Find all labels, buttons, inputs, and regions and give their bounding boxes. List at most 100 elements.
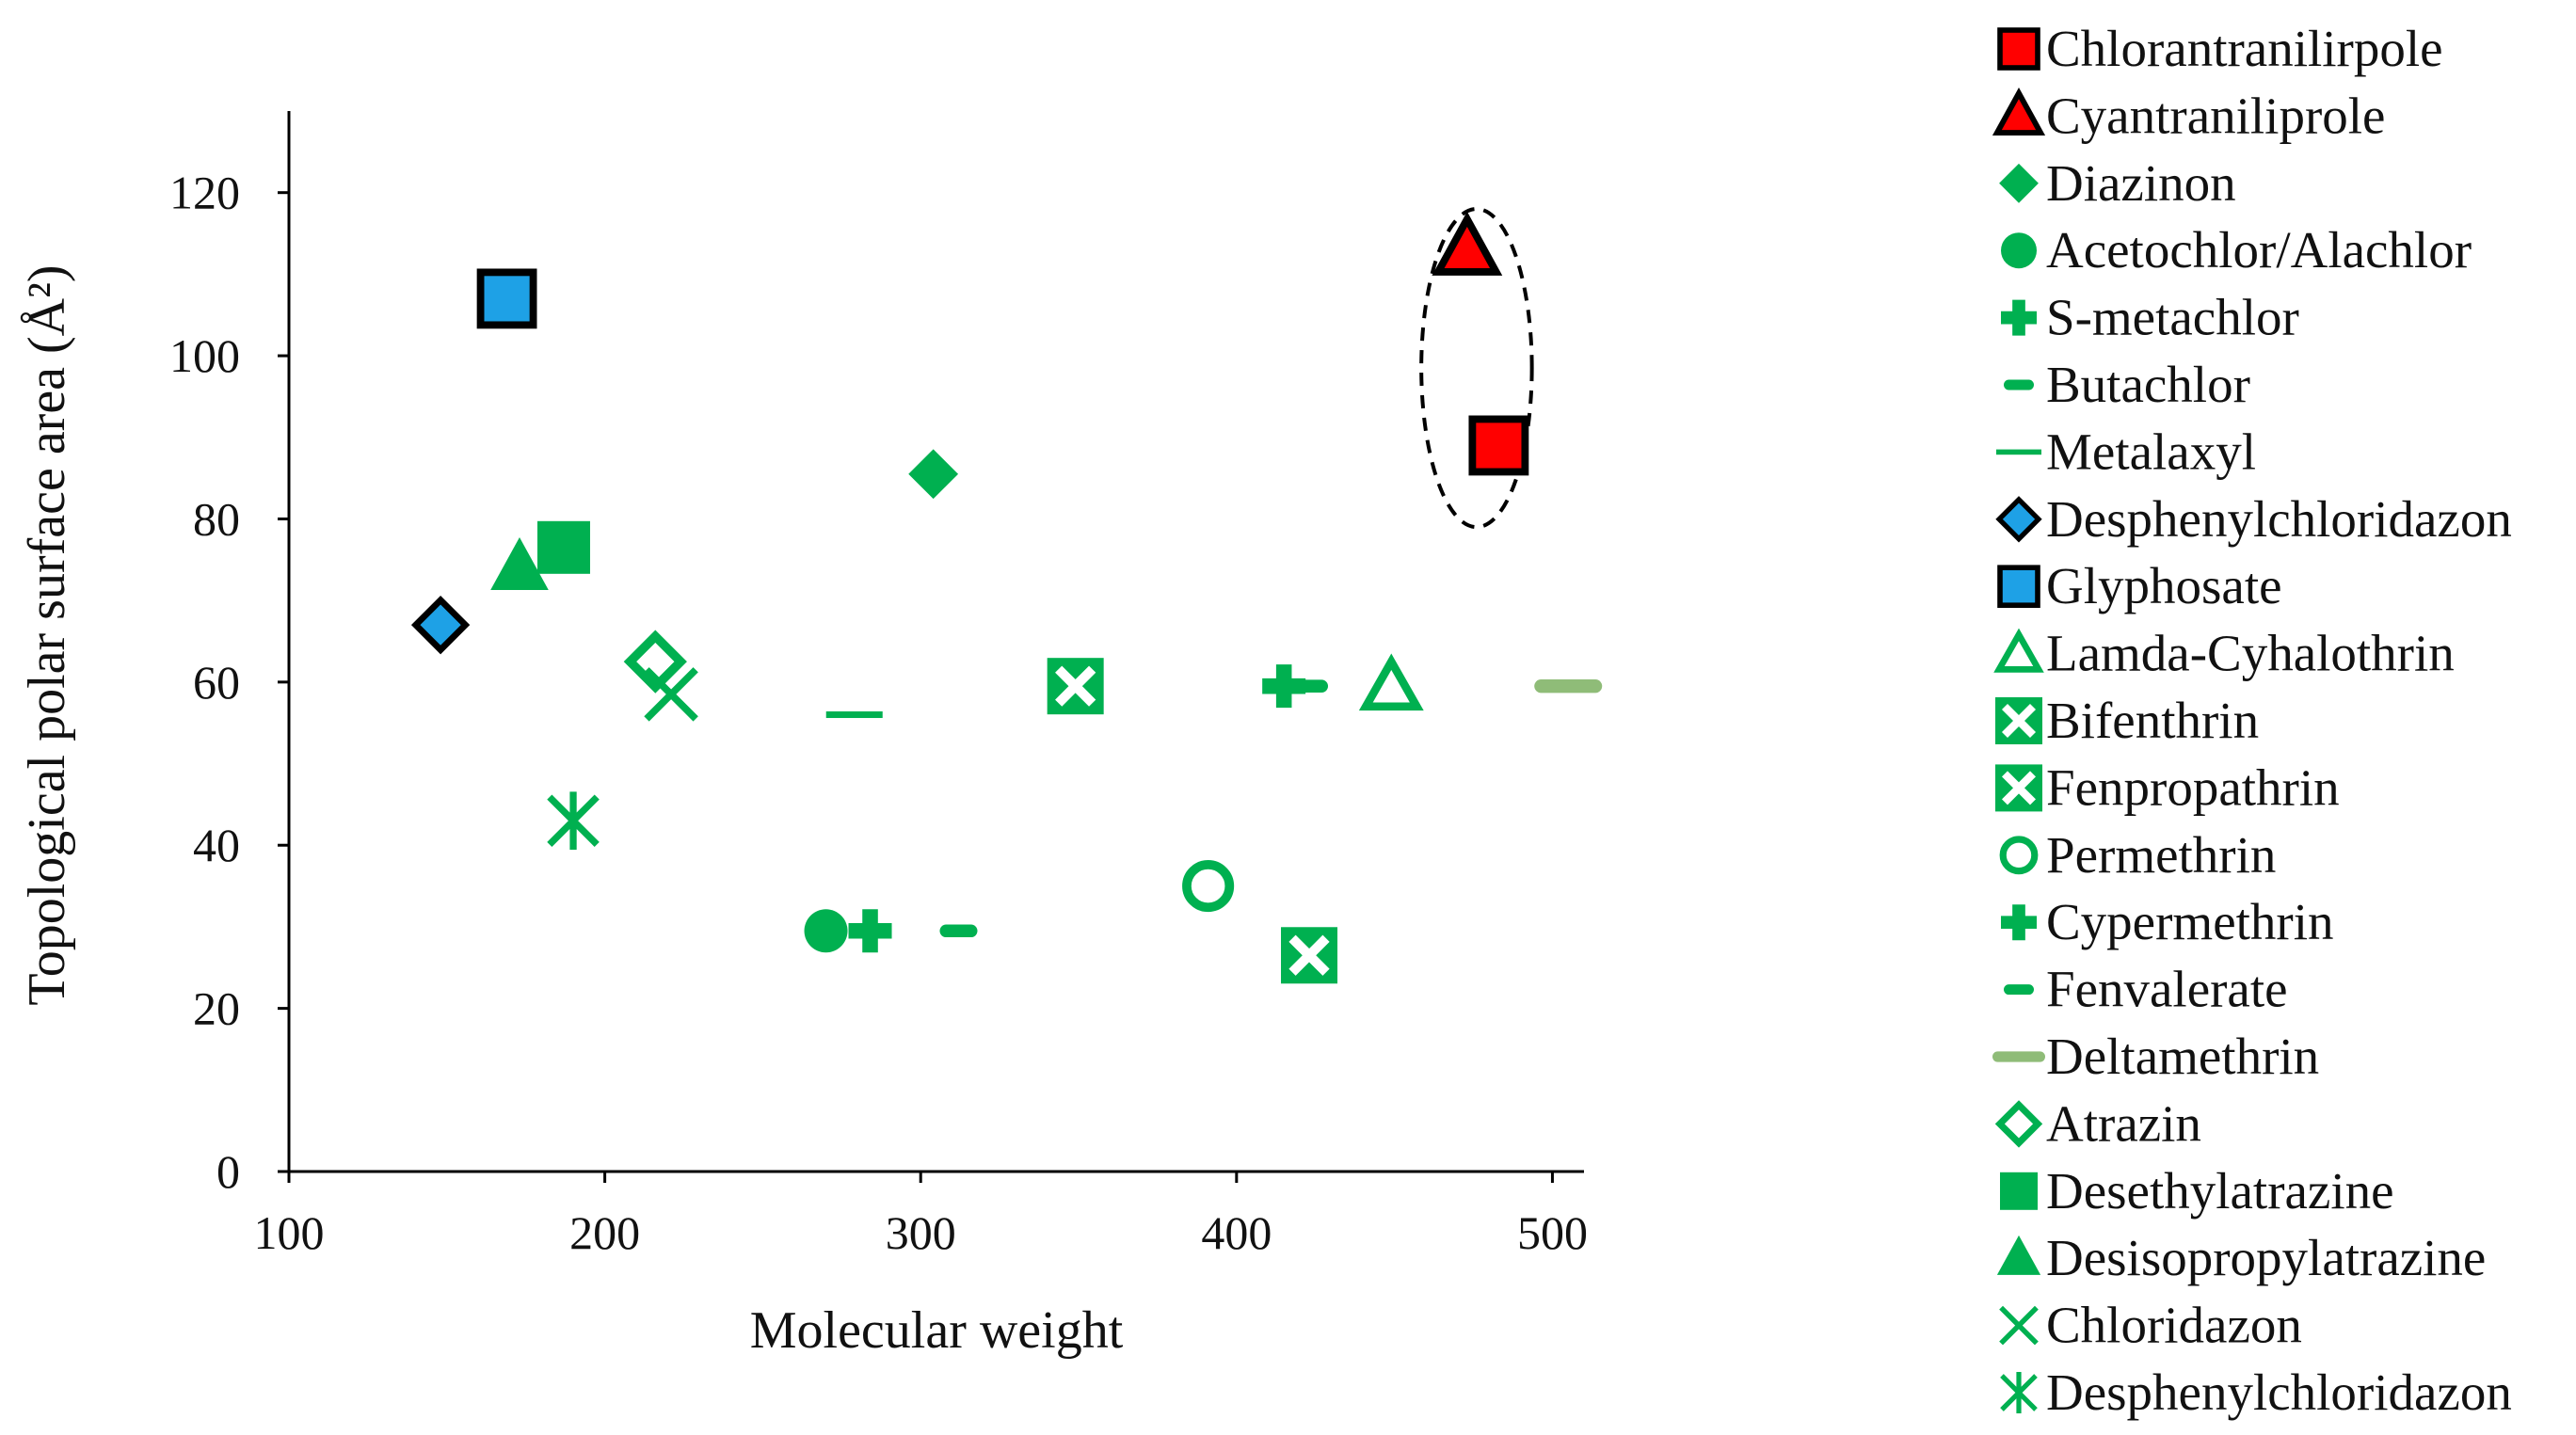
- legend-label: Fenpropathrin: [2046, 758, 2340, 816]
- legend-marker: [1996, 1235, 2041, 1275]
- x-tick-label: 100: [254, 1206, 325, 1259]
- data-point-desethylatrazine: [536, 520, 590, 574]
- legend-label: Permethrin: [2046, 826, 2276, 884]
- legend-marker: [1994, 1100, 2043, 1148]
- legend-marker: [2004, 379, 2034, 391]
- y-tick-label: 0: [216, 1145, 240, 1198]
- legend-item: Desphenylchloridazon: [2000, 1363, 2512, 1421]
- legend-label: Metalaxyl: [2046, 423, 2256, 480]
- legend: Chlorantranilirpole Cyantraniliprole Diazi…: [1992, 20, 2512, 1421]
- legend-marker: [1997, 565, 2040, 609]
- legend-label: Desisopropylatrazine: [2046, 1229, 2486, 1286]
- legend-marker: [2000, 1372, 2038, 1413]
- legend-marker: [2004, 984, 2034, 996]
- legend-item: Butachlor: [2004, 356, 2250, 413]
- legend-label: Fenvalerate: [2046, 961, 2288, 1018]
- legend-label: Cyantraniliprole: [2046, 87, 2385, 144]
- legend-marker: [1993, 628, 2044, 673]
- legend-item: S-metachlor: [2001, 289, 2299, 346]
- data-points: [410, 211, 1603, 984]
- plot-area: 100 200 300 400 500 0 20 40 60 80 100 120: [169, 111, 1603, 1259]
- legend-marker: [2001, 904, 2037, 941]
- data-point-glyphosate: [476, 268, 537, 329]
- legend-item: Deltamethrin: [1992, 1028, 2319, 1085]
- x-tick-label: 400: [1201, 1206, 1272, 1259]
- legend-label: Deltamethrin: [2046, 1028, 2319, 1085]
- legend-label: S-metachlor: [2046, 289, 2299, 346]
- legend-marker: [1997, 27, 2040, 71]
- highlight-ellipse: [1419, 207, 1534, 530]
- legend-label: Desphenylchloridazon: [2046, 1363, 2512, 1421]
- data-point-diazinon: [908, 449, 959, 500]
- data-point-cypermethrin: [1262, 664, 1306, 709]
- data-point-fenpropathrin: [1047, 658, 1104, 715]
- legend-item: Bifenthrin: [1995, 692, 2259, 749]
- data-point-bifenthrin: [1281, 927, 1338, 984]
- x-tick-label: 500: [1517, 1206, 1588, 1259]
- legend-item: Metalaxyl: [1996, 423, 2256, 480]
- data-point-fenvalerate: [1290, 679, 1329, 693]
- legend-label: Lamda-Cyhalothrin: [2046, 625, 2455, 682]
- legend-label: Cypermethrin: [2046, 893, 2333, 950]
- legend-item: Desisopropylatrazine: [1996, 1229, 2486, 1286]
- legend-item: Atrazin: [1994, 1094, 2201, 1152]
- legend-label: Glyphosate: [2046, 557, 2282, 614]
- data-point-acetochlor-alachlor: [804, 909, 848, 953]
- y-tick-label: 120: [169, 167, 240, 219]
- legend-item: Cyantraniliprole: [1992, 87, 2385, 144]
- legend-item: Glyphosate: [1997, 557, 2282, 614]
- legend-marker: [1995, 697, 2042, 744]
- legend-label: Atrazin: [2046, 1094, 2201, 1152]
- y-tick-label: 100: [169, 329, 240, 382]
- data-point-deltamethrin: [1534, 678, 1603, 694]
- legend-item: Chloridazon: [1999, 1297, 2302, 1354]
- legend-marker: [1999, 1305, 2039, 1346]
- data-point-desphenylchloridazon: [410, 596, 471, 655]
- legend-label: Bifenthrin: [2046, 692, 2259, 749]
- x-axis-title: Molecular weight: [750, 1301, 1124, 1360]
- data-point-chloridazon: [644, 667, 698, 722]
- data-point-s-metachlor: [848, 909, 892, 953]
- legend-item: Fenpropathrin: [1995, 758, 2340, 816]
- data-point-desphenylchloridazon: [547, 791, 600, 851]
- legend-item: Cypermethrin: [2001, 893, 2333, 950]
- data-point-metalaxyl: [825, 711, 883, 719]
- legend-item: Acetochlor/Alachlor: [2001, 221, 2472, 279]
- legend-label: Desphenylchloridazon: [2046, 490, 2512, 548]
- legend-marker: [2000, 1172, 2038, 1210]
- data-point-desisopropylatrazine: [490, 536, 549, 590]
- legend-marker: [1995, 496, 2042, 543]
- legend-marker: [1992, 1051, 2045, 1062]
- y-axis-title: Topological polar surface area (Å²): [18, 264, 76, 1005]
- legend-marker: [1999, 163, 2039, 203]
- data-point-cyantraniliprole: [1432, 211, 1503, 276]
- data-point-atrazin: [623, 630, 687, 694]
- x-tick-label: 200: [569, 1206, 640, 1259]
- x-tick-label: 300: [886, 1206, 956, 1259]
- y-tick-label: 60: [193, 656, 240, 709]
- axis-ticks: 100 200 300 400 500 0 20 40 60 80 100 120: [169, 167, 1588, 1259]
- legend-marker: [1996, 449, 2041, 455]
- data-point-lamda-cyhalothrin: [1358, 653, 1424, 711]
- legend-label: Desethylatrazine: [2046, 1162, 2394, 1220]
- legend-item: Diazinon: [1999, 154, 2236, 212]
- legend-marker: [1995, 764, 2042, 812]
- y-tick-label: 40: [193, 819, 240, 871]
- legend-label: Chlorantranilirpole: [2046, 20, 2443, 77]
- legend-item: Desphenylchloridazon: [1995, 490, 2512, 548]
- data-point-permethrin: [1182, 860, 1235, 913]
- legend-item: Fenvalerate: [2004, 961, 2288, 1018]
- legend-item: Desethylatrazine: [2000, 1162, 2394, 1220]
- legend-label: Acetochlor/Alachlor: [2046, 221, 2472, 279]
- legend-label: Chloridazon: [2046, 1297, 2302, 1354]
- legend-marker: [1992, 87, 2046, 136]
- legend-marker: [1999, 836, 2039, 875]
- legend-item: Lamda-Cyhalothrin: [1993, 625, 2455, 682]
- legend-item: Permethrin: [1999, 826, 2276, 884]
- legend-label: Diazinon: [2046, 154, 2236, 212]
- data-point-chlorantranilirpole: [1468, 415, 1529, 476]
- legend-marker: [2001, 299, 2037, 336]
- y-tick-label: 80: [193, 492, 240, 545]
- legend-item: Chlorantranilirpole: [1997, 20, 2443, 77]
